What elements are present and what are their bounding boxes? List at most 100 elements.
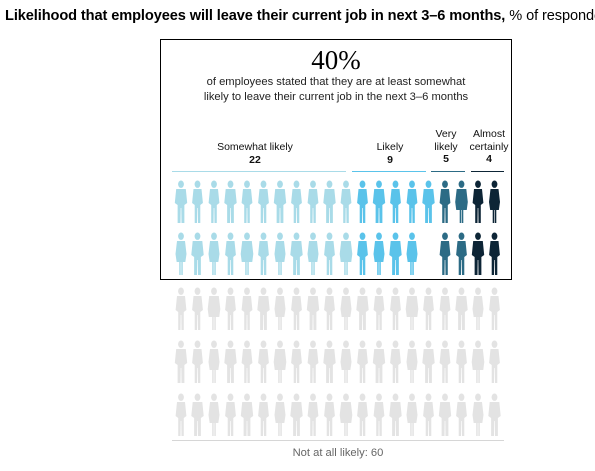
person-icon (208, 340, 220, 383)
person-icon (175, 287, 187, 330)
person-icon (274, 393, 286, 436)
person-icon (339, 393, 353, 436)
person-icon (324, 287, 335, 330)
person-icon (191, 393, 204, 436)
person-icon (472, 287, 484, 330)
person-icon (306, 287, 320, 330)
person-icon (307, 180, 319, 223)
headline-caption: of employees stated that they are at lea… (160, 75, 512, 105)
category-value: 5 (443, 153, 449, 165)
person-icon (423, 287, 434, 330)
person-icon (291, 340, 302, 383)
person-icon (240, 393, 254, 436)
category-name-line-2: likely (434, 140, 458, 153)
person-icon (455, 180, 468, 223)
person-icon (290, 232, 303, 275)
headline-caption-line-2: likely to leave their current job in the… (203, 91, 469, 103)
category-underline-very-likely (431, 171, 465, 172)
person-icon (291, 180, 302, 223)
person-icon (439, 287, 451, 330)
category-label-likely: Likely 9 (350, 141, 430, 166)
person-icon (405, 287, 419, 330)
person-icon (406, 180, 418, 223)
category-name-line-1: Almost (472, 128, 506, 140)
person-icon (406, 340, 418, 383)
person-icon (357, 393, 368, 436)
person-icon (389, 232, 402, 275)
person-icon (240, 232, 254, 275)
person-icon (339, 232, 353, 275)
person-icon (174, 180, 188, 223)
person-icon (439, 340, 451, 383)
person-icon (357, 232, 368, 275)
person-icon (488, 393, 501, 436)
person-icon (224, 180, 237, 223)
person-icon (258, 180, 269, 223)
person-icon (307, 340, 319, 383)
person-icon (225, 287, 236, 330)
chart-title-unit: % of respondents (509, 8, 595, 24)
person-icon (241, 180, 253, 223)
person-icon (323, 340, 336, 383)
category-underline-somewhat-likely (172, 171, 346, 172)
person-icon (373, 287, 385, 330)
person-icon (389, 393, 402, 436)
person-icon (357, 340, 368, 383)
person-icon (208, 180, 220, 223)
person-icon (373, 393, 385, 436)
person-icon (340, 287, 352, 330)
person-icon (455, 287, 468, 330)
person-icon (274, 232, 286, 275)
person-icon (456, 340, 467, 383)
category-underline-likely (352, 171, 426, 172)
person-icon (472, 393, 484, 436)
person-icon (307, 232, 319, 275)
person-icon (406, 232, 418, 275)
person-icon (472, 180, 484, 223)
person-icon (175, 393, 187, 436)
person-icon (372, 180, 386, 223)
person-icon (273, 340, 287, 383)
person-icon (324, 232, 335, 275)
chart-title: Likelihood that employees will leave the… (5, 8, 595, 24)
not-at-all-likely-rule (172, 440, 504, 441)
person-icon (224, 340, 237, 383)
chart-title-bold: Likelihood that employees will leave the… (5, 8, 506, 24)
person-icon (258, 232, 269, 275)
person-icon (356, 287, 369, 330)
leave-likely-highlight-box (160, 39, 512, 280)
category-name-line-1: Very (435, 128, 457, 140)
person-icon (423, 393, 434, 436)
person-icon (340, 180, 352, 223)
person-icon (471, 232, 485, 275)
person-icon (340, 340, 352, 383)
category-underline-almost-certainly (471, 171, 504, 172)
person-icon (258, 340, 269, 383)
person-icon (489, 287, 500, 330)
person-icon (324, 393, 335, 436)
person-icon (208, 232, 220, 275)
person-icon (241, 287, 253, 330)
person-icon (174, 340, 188, 383)
person-icon (323, 180, 336, 223)
person-icon (489, 232, 500, 275)
person-icon (456, 393, 467, 436)
person-icon (274, 287, 286, 330)
person-icon (372, 340, 386, 383)
person-icon (406, 393, 418, 436)
person-icon (390, 287, 401, 330)
person-icon (208, 393, 220, 436)
person-icon (192, 287, 203, 330)
category-value: 4 (486, 153, 492, 165)
category-label-almost-certainly: Almost certainly 4 (466, 128, 512, 166)
person-icon (175, 232, 187, 275)
category-label-somewhat-likely: Somewhat likely 22 (180, 141, 330, 166)
category-label-very-likely: Very likely 5 (426, 128, 466, 166)
person-icon (390, 340, 401, 383)
person-icon (258, 393, 269, 436)
person-icon (489, 340, 500, 383)
person-icon (439, 232, 451, 275)
person-icon (225, 232, 236, 275)
person-icon (307, 393, 319, 436)
